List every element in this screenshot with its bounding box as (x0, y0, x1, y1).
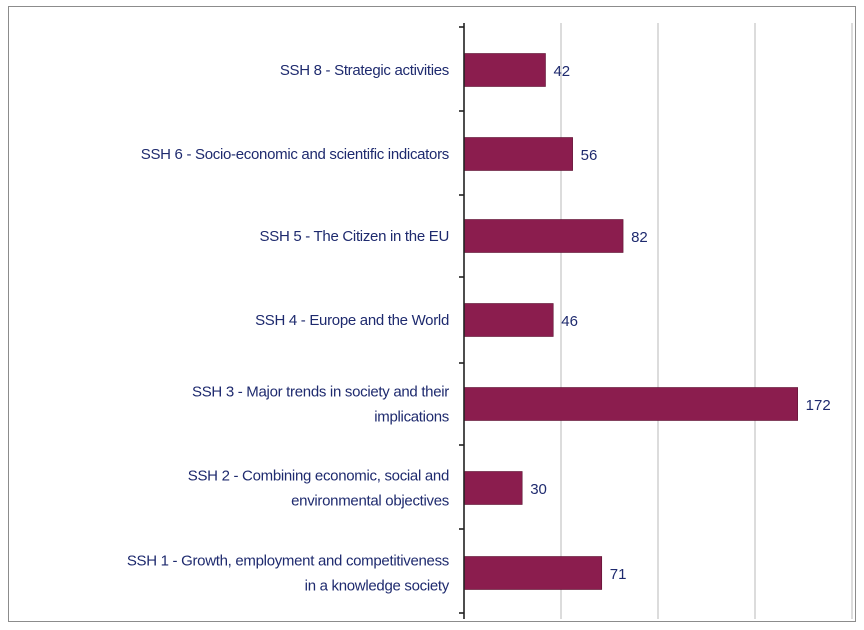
data-label: 71 (610, 566, 627, 583)
bar (463, 137, 573, 171)
category-label: SSH 2 - Combining economic, social and en… (188, 468, 449, 510)
category-label: SSH 3 - Major trends in society and thei… (192, 384, 449, 426)
category-label: SSH 5 - The Citizen in the EU (260, 228, 449, 245)
data-label: 56 (581, 147, 598, 164)
bar (463, 471, 523, 505)
bar (463, 53, 546, 87)
data-label: 30 (530, 481, 547, 498)
category-label: SSH 4 - Europe and the World (255, 312, 449, 329)
chart-frame: SSH 8 - Strategic activities SSH 6 - Soci… (8, 6, 856, 622)
data-label: 172 (806, 397, 831, 414)
bars (463, 53, 798, 590)
bar (463, 303, 554, 337)
data-label: 82 (631, 229, 648, 246)
gridlines (560, 23, 853, 619)
data-labels: 42 56 82 46 172 30 71 (530, 63, 831, 583)
bar-chart: SSH 8 - Strategic activities SSH 6 - Soci… (127, 23, 853, 619)
category-axis (459, 23, 465, 619)
category-label: SSH 1 - Growth, employment and competiti… (127, 553, 450, 595)
category-label: SSH 6 - Socio-economic and scientific in… (141, 146, 449, 163)
bar (463, 556, 603, 590)
bar (463, 387, 798, 421)
category-labels: SSH 8 - Strategic activities SSH 6 - Soci… (127, 62, 450, 595)
data-label: 42 (553, 63, 570, 80)
category-label: SSH 8 - Strategic activities (280, 62, 449, 79)
bar (463, 219, 624, 253)
data-label: 46 (561, 313, 578, 330)
